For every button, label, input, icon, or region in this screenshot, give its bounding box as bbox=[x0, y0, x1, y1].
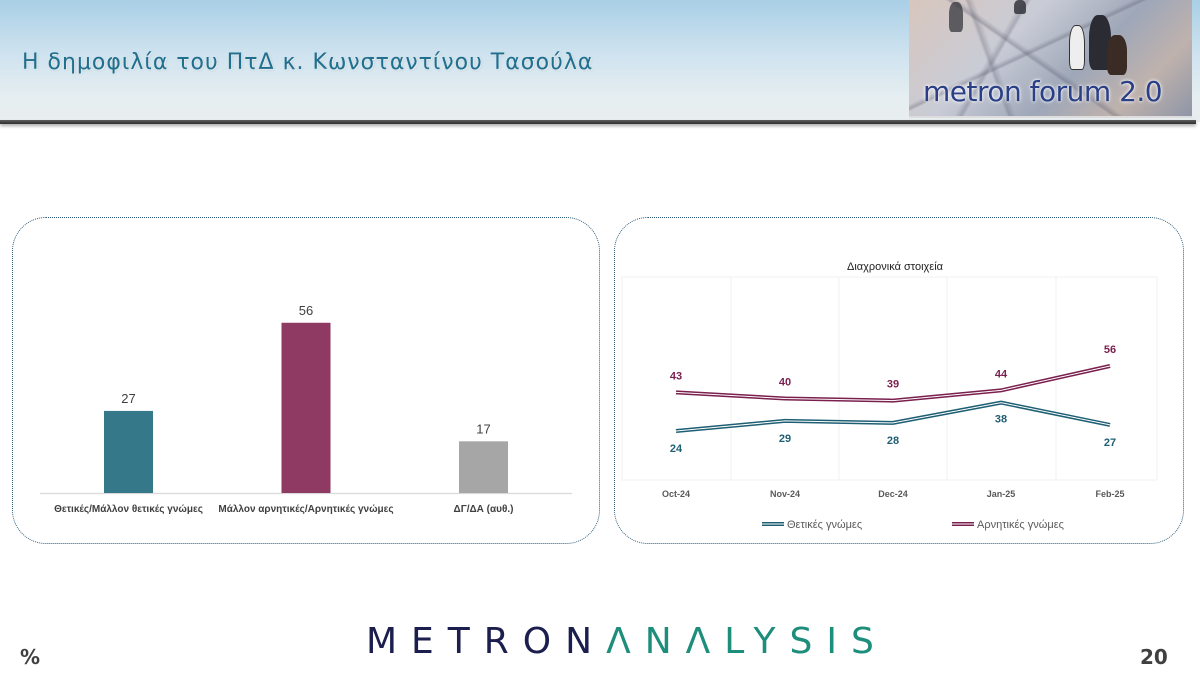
line-data-label: 44 bbox=[995, 368, 1008, 380]
metron-forum-logo: metron forum 2.0 bbox=[909, 0, 1192, 118]
line-chart-panel bbox=[614, 217, 1184, 544]
line-data-label: 40 bbox=[779, 377, 791, 389]
x-axis-tick-label: Feb-25 bbox=[1095, 489, 1124, 499]
bar bbox=[281, 322, 331, 493]
bar-category-label: Μάλλον αρνητικές/Αρνητικές γνώμες bbox=[218, 504, 393, 515]
forum-logo-text: metron forum 2.0 bbox=[923, 75, 1163, 108]
legend-label: Αρνητικές γνώμες bbox=[977, 519, 1064, 531]
brand-analysis: ΛNΛLYSIS bbox=[606, 621, 888, 662]
x-axis-tick-label: Dec-24 bbox=[878, 489, 908, 499]
bar bbox=[104, 410, 153, 493]
bar-value-label: 17 bbox=[476, 421, 490, 436]
x-axis-tick-label: Jan-25 bbox=[987, 489, 1016, 499]
line-chart-title: Διαχρονικά στοιχεία bbox=[847, 261, 944, 273]
brand-metron: METRON bbox=[366, 621, 607, 662]
slide-header: Η δημοφιλία του ΠτΔ κ. Κωνσταντίνου Τασο… bbox=[0, 0, 1200, 122]
line-data-label: 27 bbox=[1104, 437, 1116, 449]
line-data-label: 38 bbox=[995, 414, 1007, 426]
legend-label: Θετικές γνώμες bbox=[787, 519, 862, 531]
line-data-label: 56 bbox=[1104, 344, 1116, 356]
bar-value-label: 27 bbox=[121, 391, 135, 406]
line-data-label: 28 bbox=[887, 435, 899, 447]
header-divider bbox=[0, 120, 1196, 124]
x-axis-tick-label: Oct-24 bbox=[662, 489, 690, 499]
bar-category-label: Θετικές/Μάλλον θετικές γνώμες bbox=[54, 504, 203, 515]
line-data-label: 29 bbox=[779, 433, 791, 445]
bar-value-label: 56 bbox=[299, 303, 313, 318]
line-data-label: 24 bbox=[670, 443, 683, 455]
x-axis-tick-label: Nov-24 bbox=[770, 489, 800, 499]
page-number: 20 bbox=[1140, 645, 1168, 669]
line-data-label: 43 bbox=[670, 370, 682, 382]
unit-label: % bbox=[20, 645, 41, 669]
series-line bbox=[675, 400, 1111, 433]
line-data-label: 39 bbox=[887, 379, 899, 391]
line-chart-plot-area bbox=[621, 276, 1158, 481]
series-line-inner bbox=[675, 402, 1111, 432]
metron-analysis-logo: METRONΛNΛLYSIS bbox=[366, 621, 888, 662]
bar bbox=[459, 441, 508, 493]
page-title: Η δημοφιλία του ΠτΔ κ. Κωνσταντίνου Τασο… bbox=[22, 50, 594, 75]
bar-category-label: ΔΓ/ΔΑ (αυθ.) bbox=[454, 504, 514, 515]
series-line-inner bbox=[675, 365, 1111, 402]
